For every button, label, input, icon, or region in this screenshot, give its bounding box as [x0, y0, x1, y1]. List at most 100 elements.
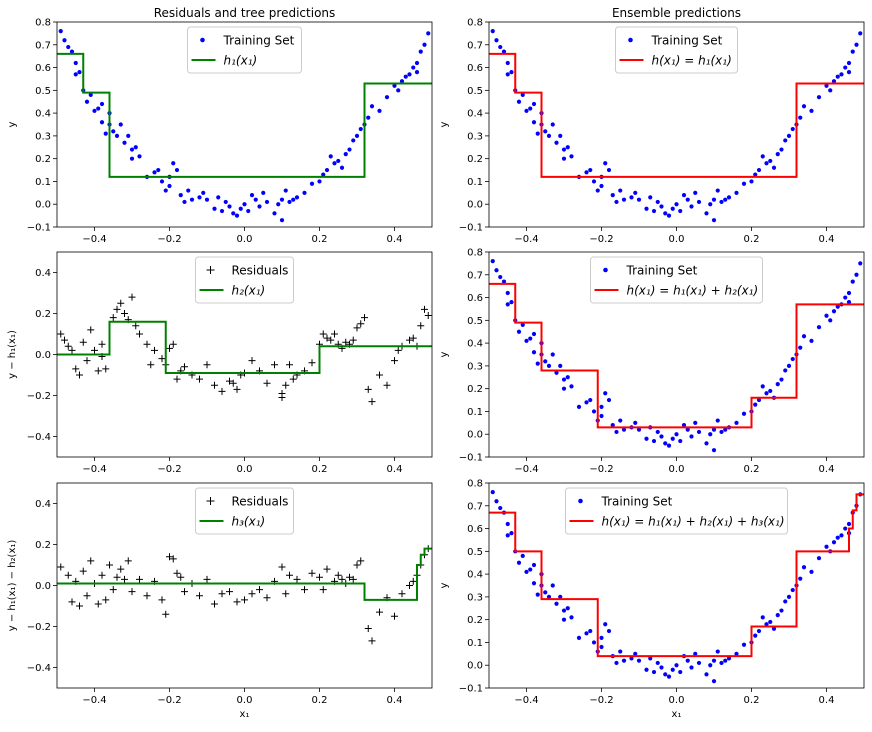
data-point — [505, 290, 510, 296]
residual-point — [282, 381, 290, 389]
y-tick-label: −0.1 — [459, 223, 483, 234]
residual-point — [102, 365, 110, 373]
data-point — [287, 199, 292, 205]
y-tick-label: 0.7 — [35, 40, 51, 51]
data-point — [253, 197, 258, 202]
data-point — [831, 540, 837, 545]
residual-point — [334, 571, 342, 579]
residual-point — [353, 324, 361, 332]
residual-point — [323, 334, 331, 342]
data-point — [636, 658, 642, 663]
y-axis-label: y − h₁(x₁) — [7, 330, 18, 379]
data-point — [756, 167, 762, 173]
residual-point — [162, 610, 170, 618]
data-point — [498, 274, 503, 280]
data-point — [670, 667, 675, 672]
residual-point — [424, 312, 432, 320]
data-point — [569, 384, 574, 389]
data-point — [129, 156, 135, 161]
data-point — [715, 418, 720, 423]
axes-frame — [56, 482, 433, 689]
data-point — [644, 667, 649, 672]
data-point — [569, 615, 574, 620]
residual-point — [147, 361, 155, 369]
data-point — [786, 363, 792, 368]
residual-point — [83, 592, 91, 600]
x-tick-label: 0.0 — [669, 464, 685, 475]
x-tick-label: −0.4 — [82, 234, 106, 245]
y-tick-label: 0.0 — [467, 661, 483, 672]
residual-point — [98, 340, 106, 348]
data-point — [96, 106, 101, 111]
legend-marker — [206, 497, 215, 505]
data-point — [771, 626, 777, 631]
data-point — [835, 74, 840, 79]
data-point — [843, 526, 848, 531]
data-point — [734, 651, 739, 656]
residual-point — [128, 588, 136, 596]
residual-point — [169, 340, 177, 348]
x-tick-label: 0.4 — [387, 695, 403, 706]
data-point — [711, 197, 717, 202]
subplot-4: −0.4 −0.2 0.0 0.2 0.4 −0.1 0.0 0.1 0.2 0.3 0.4 0.5 0… — [439, 248, 865, 475]
prediction-line — [57, 52, 432, 178]
data-point — [599, 635, 604, 640]
residual-point — [166, 344, 173, 352]
chart-title: Residuals and tree predictions — [154, 6, 336, 20]
data-point — [328, 154, 333, 159]
data-point — [606, 628, 612, 634]
x-tick-label: −0.4 — [514, 695, 538, 706]
residual-point — [128, 293, 136, 301]
data-point — [257, 204, 262, 209]
y-tick-label: 0.8 — [467, 248, 483, 259]
data-point — [291, 197, 296, 202]
data-point — [659, 204, 664, 209]
data-point — [633, 190, 638, 195]
residual-point — [394, 346, 402, 354]
data-point — [302, 190, 307, 195]
residual-point — [109, 586, 117, 594]
data-point — [843, 65, 848, 70]
data-point — [655, 199, 660, 205]
residual-point — [72, 365, 80, 373]
data-point — [708, 432, 713, 437]
data-point — [846, 300, 852, 305]
data-point — [621, 197, 627, 202]
residual-point — [316, 573, 323, 581]
data-point — [528, 336, 533, 341]
y-tick-label: 0.2 — [467, 615, 483, 626]
data-point — [801, 334, 807, 339]
data-point — [816, 556, 822, 561]
data-point — [227, 204, 232, 209]
data-point — [655, 429, 660, 435]
data-point — [366, 115, 371, 120]
data-point — [494, 268, 499, 273]
x-axis-label: x₁ — [240, 709, 250, 720]
data-point — [561, 377, 567, 382]
residual-point — [409, 577, 417, 585]
data-point — [216, 195, 221, 200]
residual-point — [271, 361, 278, 369]
residual-point — [158, 355, 166, 363]
prediction-line — [489, 52, 864, 178]
data-point — [588, 167, 593, 173]
data-point — [591, 179, 597, 184]
data-point — [565, 606, 570, 611]
data-point — [516, 99, 522, 104]
data-point — [321, 172, 326, 177]
data-point — [332, 161, 337, 166]
residual-point — [203, 575, 211, 583]
data-point — [621, 427, 627, 432]
data-point — [666, 213, 672, 218]
residual-point — [406, 336, 413, 344]
residual-point — [286, 361, 293, 369]
data-point — [528, 567, 533, 572]
residual-point — [177, 573, 185, 581]
data-point — [726, 656, 732, 661]
data-point — [99, 101, 105, 107]
data-point — [775, 613, 780, 618]
residual-point — [263, 379, 271, 387]
residual-point — [286, 571, 293, 579]
data-point — [685, 197, 690, 202]
data-point — [846, 60, 852, 66]
